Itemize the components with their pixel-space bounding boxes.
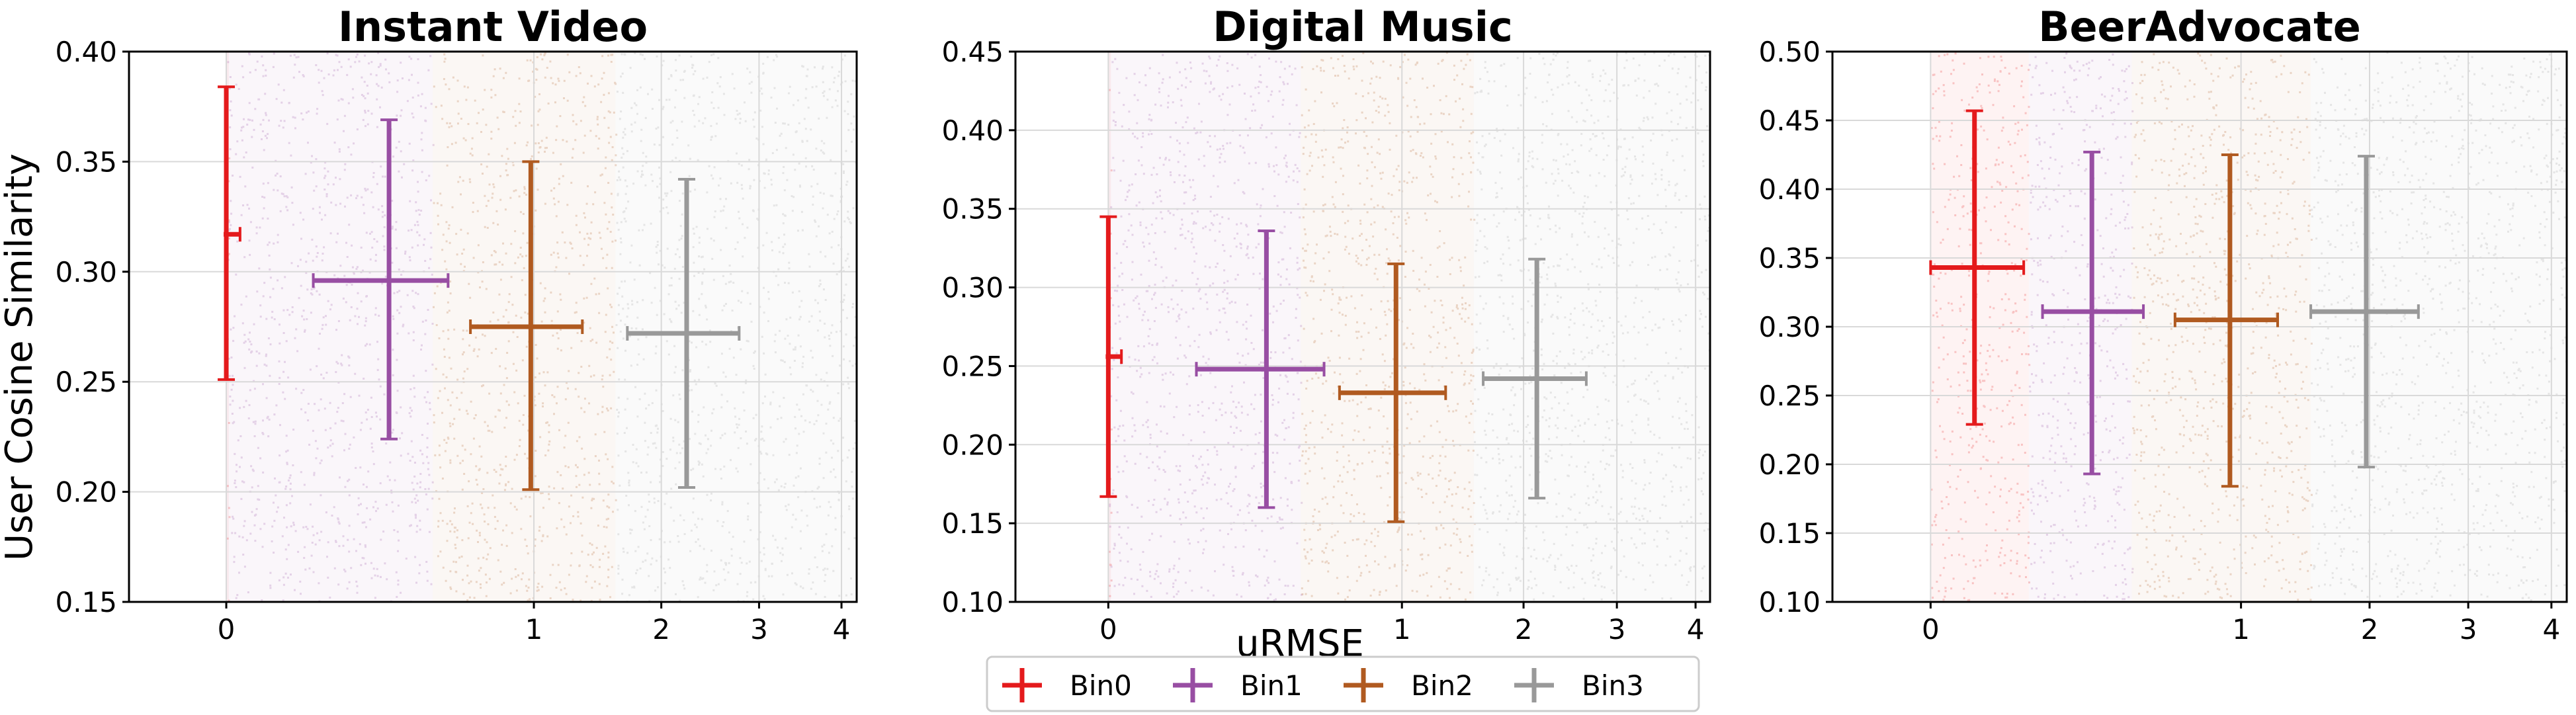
error-bar-group	[1929, 109, 2420, 488]
error-bar-bin3	[2309, 155, 2420, 469]
scatter-cloud-group	[1930, 52, 2567, 602]
scatter-cloud-bin3	[1474, 52, 1710, 602]
legend-label-bin3: Bin3	[1582, 669, 1644, 702]
x-tick-label: 2	[652, 613, 670, 646]
scatter-cloud-bin1	[226, 52, 435, 602]
tick-group: 0 1 2 3 4 0.10 0.15 0.20 0.25 0.30 0.35 0.40 0.45	[941, 36, 1704, 646]
x-tick-label: 0	[1922, 613, 1940, 646]
y-tick-label: 0.25	[941, 350, 1004, 382]
y-tick-label: 0.30	[941, 272, 1004, 304]
x-tick-label: 0	[1099, 613, 1117, 646]
y-tick-label: 0.45	[1758, 105, 1821, 137]
y-tick-label: 0.20	[55, 476, 117, 509]
scatter-density-bin1	[226, 52, 433, 602]
y-tick-label: 0.10	[1758, 586, 1821, 618]
legend-item-bin3: Bin3	[1514, 668, 1644, 702]
scatter-density-bin2	[1301, 52, 1474, 602]
error-bar-bin3	[1482, 257, 1588, 500]
panel-beeradvocate: 0 1 2 3 4 0.10 0.15 0.20 0.25 0.30 0.35 0.40 0.45 0.5…	[1758, 3, 2568, 646]
error-bar-bin0	[1929, 109, 2026, 426]
y-tick-label: 0.30	[1758, 311, 1821, 343]
error-bar-bin0	[1099, 215, 1123, 498]
y-tick-label: 0.20	[941, 429, 1004, 461]
x-tick-label: 4	[1687, 613, 1705, 646]
error-bar-bin1	[312, 118, 450, 441]
x-tick-label: 2	[1515, 613, 1533, 646]
grid-lines	[1832, 51, 2567, 603]
x-tick-label: 2	[2361, 613, 2379, 646]
scatter-density-bin1	[1108, 52, 1301, 602]
y-tick-label: 0.45	[941, 36, 1004, 68]
legend: Bin0 Bin1 Bin2 Bin3	[986, 655, 1700, 712]
y-tick-label: 0.15	[941, 507, 1004, 540]
error-bar-bin2	[1338, 262, 1447, 523]
y-tick-label: 0.40	[55, 36, 117, 68]
x-tick-label: 3	[2460, 613, 2477, 646]
panel-title: Instant Video	[338, 3, 648, 51]
y-tick-label: 0.35	[941, 193, 1004, 226]
y-tick-label: 0.15	[1758, 517, 1821, 550]
legend-label-bin0: Bin0	[1070, 669, 1132, 702]
tick-group: 0 1 2 3 4 0.10 0.15 0.20 0.25 0.30 0.35 0.40 0.45 0.5…	[1758, 36, 2560, 646]
x-tick-label: 1	[2232, 613, 2250, 646]
y-tick-label: 0.15	[55, 586, 117, 618]
legend-label-bin1: Bin1	[1240, 669, 1303, 702]
x-tick-label: 3	[750, 613, 768, 646]
error-bar-group	[1099, 215, 1588, 523]
x-tick-label: 1	[1393, 613, 1411, 646]
x-tick-label: 3	[1608, 613, 1626, 646]
y-tick-label: 0.40	[941, 114, 1004, 147]
y-tick-label: 0.50	[1758, 36, 1821, 68]
chart-panels: 0 1 2 3 4 0.15 0.20 0.25 0.30 0.35 0.40 Instant Vid…	[55, 3, 2568, 646]
y-tick-label: 0.20	[1758, 448, 1821, 481]
panel-title: BeerAdvocate	[2038, 3, 2361, 51]
scatter-density-bin3	[1473, 52, 1710, 602]
legend-frame	[986, 655, 1700, 712]
x-tick-label: 4	[2542, 613, 2560, 646]
plot-frame	[1014, 50, 1711, 603]
panel-instant-video: 0 1 2 3 4 0.15 0.20 0.25 0.30 0.35 0.40 Instant Vid…	[55, 3, 858, 646]
y-tick-label: 0.10	[941, 586, 1004, 618]
x-tick-label: 1	[525, 613, 543, 646]
error-bar-group	[218, 85, 741, 491]
panel-title: Digital Music	[1213, 3, 1512, 51]
scatter-cloud-bin3	[615, 52, 857, 602]
error-bar-bin3	[626, 178, 741, 489]
legend-label-bin2: Bin2	[1411, 669, 1473, 702]
y-tick-label: 0.40	[1758, 173, 1821, 206]
plot-area	[1015, 52, 1710, 602]
legend-item-bin2: Bin2	[1344, 668, 1473, 702]
error-bar-bin1	[2041, 150, 2145, 476]
error-bar-bin1	[1195, 229, 1326, 509]
legend-item-bin0: Bin0	[1002, 668, 1132, 702]
error-bar-bin0	[218, 85, 241, 381]
x-tick-label: 4	[833, 613, 851, 646]
panel-digital-music: 0 1 2 3 4 0.10 0.15 0.20 0.25 0.30 0.35 0.40 0.45 Dig…	[941, 3, 1711, 646]
y-tick-label: 0.35	[55, 146, 117, 178]
y-tick-label: 0.25	[55, 366, 117, 398]
error-bar-bin2	[469, 160, 584, 491]
legend-item-bin1: Bin1	[1173, 668, 1303, 702]
tick-group: 0 1 2 3 4 0.15 0.20 0.25 0.30 0.35 0.40	[55, 36, 850, 646]
y-tick-label: 0.30	[55, 256, 117, 288]
plot-frame	[128, 50, 858, 603]
grid-lines	[1015, 51, 1710, 603]
scatter-cloud-group	[1108, 52, 1710, 602]
error-bar-bin2	[2173, 153, 2279, 488]
figure-y-axis-label: User Cosine Similarity	[0, 153, 41, 561]
y-tick-label: 0.25	[1758, 380, 1821, 412]
y-tick-label: 0.35	[1758, 242, 1821, 274]
x-tick-label: 0	[218, 613, 236, 646]
scatter-density-bin3	[615, 52, 857, 602]
